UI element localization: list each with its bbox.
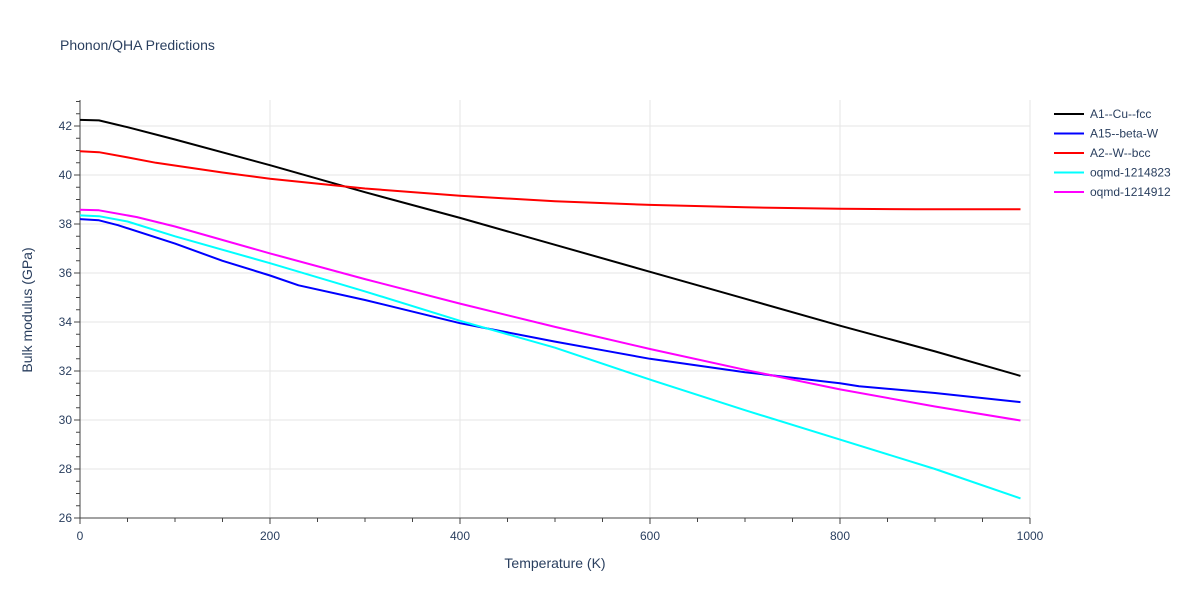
y-tick-label: 30 xyxy=(59,413,73,427)
legend-label: oqmd-1214912 xyxy=(1090,185,1171,199)
y-tick-label: 26 xyxy=(59,511,73,525)
x-tick-label: 600 xyxy=(640,529,660,543)
y-tick-label: 34 xyxy=(59,315,73,329)
x-tick-label: 1000 xyxy=(1017,529,1044,543)
x-tick-label: 800 xyxy=(830,529,850,543)
y-axis-label: Bulk modulus (GPa) xyxy=(19,247,35,372)
legend-label: A1--Cu--fcc xyxy=(1090,107,1151,121)
x-tick-label: 400 xyxy=(450,529,470,543)
chart-title: Phonon/QHA Predictions xyxy=(60,37,215,53)
y-tick-label: 42 xyxy=(59,119,73,133)
series-line-A2--W--bcc xyxy=(79,150,1021,211)
y-tick-label: 36 xyxy=(59,266,73,280)
y-tick-label: 40 xyxy=(59,168,73,182)
x-axis-label: Temperature (K) xyxy=(504,555,605,571)
x-tick-label: 0 xyxy=(77,529,84,543)
legend-label: oqmd-1214823 xyxy=(1090,166,1171,180)
y-tick-label: 28 xyxy=(59,462,73,476)
x-tick-label: 200 xyxy=(260,529,280,543)
legend-label: A15--beta-W xyxy=(1090,127,1159,141)
y-tick-label: 38 xyxy=(59,217,73,231)
series-line-oqmd-1214823 xyxy=(79,214,1021,500)
y-tick-label: 32 xyxy=(59,364,73,378)
series-line-A1--Cu--fcc xyxy=(79,118,1021,377)
series-line-A15--beta-W xyxy=(79,218,1021,404)
series-line-oqmd-1214912 xyxy=(79,208,1021,422)
legend-label: A2--W--bcc xyxy=(1090,146,1150,160)
